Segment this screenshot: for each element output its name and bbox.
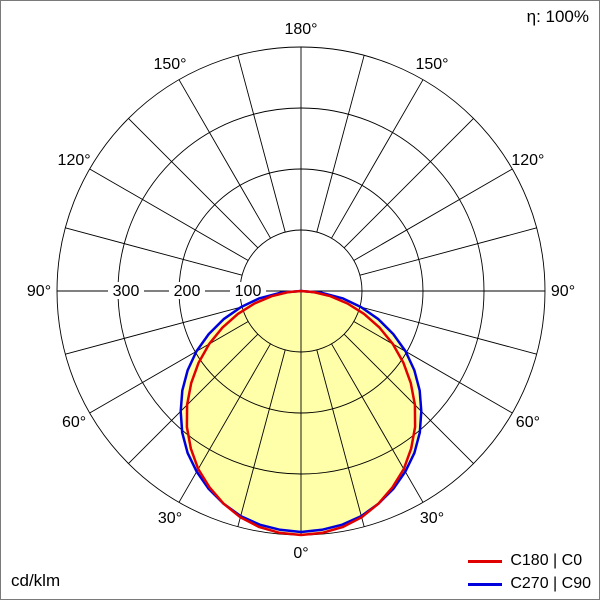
svg-text:150°: 150° — [415, 56, 448, 73]
legend-item-c90: C270 | C90 — [468, 575, 591, 593]
svg-text:90°: 90° — [551, 283, 575, 300]
legend-item-c0: C180 | C0 — [468, 552, 591, 570]
svg-text:30°: 30° — [420, 510, 444, 527]
svg-text:60°: 60° — [62, 414, 86, 431]
svg-text:120°: 120° — [511, 152, 544, 169]
units-label: cd/klm — [11, 571, 61, 590]
svg-text:300: 300 — [113, 283, 140, 300]
svg-text:180°: 180° — [284, 21, 317, 38]
svg-text:30°: 30° — [158, 510, 182, 527]
svg-text:150°: 150° — [153, 56, 186, 73]
svg-text:120°: 120° — [58, 152, 91, 169]
legend-line-c270-c90-icon — [468, 582, 503, 586]
efficiency-label: η: 100% — [526, 7, 589, 26]
svg-text:0°: 0° — [293, 545, 308, 562]
svg-text:200: 200 — [174, 283, 201, 300]
legend-label-c270-c90: C270 | C90 — [510, 575, 591, 592]
svg-text:90°: 90° — [27, 283, 51, 300]
legend-line-c180-c0-icon — [468, 559, 503, 563]
legend-label-c180-c0: C180 | C0 — [510, 552, 583, 569]
svg-text:60°: 60° — [516, 414, 540, 431]
legend: C180 | C0 C270 | C90 — [468, 552, 591, 593]
svg-text:100: 100 — [235, 283, 262, 300]
